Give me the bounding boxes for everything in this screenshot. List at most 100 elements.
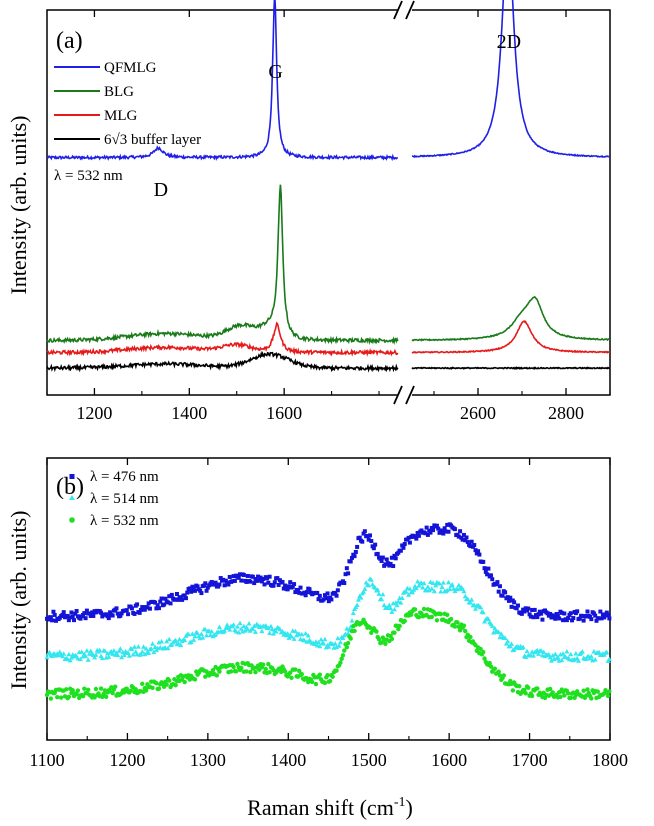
data-point [345, 640, 351, 646]
x-tick-label: 2600 [460, 403, 496, 423]
data-point [154, 680, 159, 686]
data-point [173, 682, 178, 688]
data-point [133, 687, 138, 692]
data-point [358, 595, 364, 600]
data-point [165, 600, 170, 605]
data-point [552, 651, 558, 657]
data-point [557, 616, 562, 621]
data-point [272, 580, 277, 585]
data-point [408, 612, 414, 617]
data-point [579, 649, 585, 654]
data-point [437, 530, 442, 535]
data-point [503, 641, 509, 646]
data-point [285, 631, 291, 636]
data-point [66, 618, 71, 623]
data-point [368, 577, 374, 582]
data-point [581, 618, 586, 623]
data-point [288, 670, 293, 675]
data-point [238, 572, 243, 577]
data-point [266, 580, 271, 585]
data-point [155, 603, 160, 608]
data-point [292, 628, 298, 634]
data-point [254, 578, 259, 583]
data-point [292, 582, 297, 587]
data-point [515, 603, 520, 608]
data-point [538, 648, 544, 653]
data-point [598, 609, 603, 614]
data-point [411, 587, 417, 592]
data-point [332, 641, 338, 646]
data-point [445, 522, 450, 527]
data-point [203, 674, 208, 679]
peak-label-2d: 2D [497, 31, 521, 53]
data-point [216, 584, 221, 589]
data-point [289, 675, 294, 680]
data-point [393, 556, 398, 561]
data-point [58, 695, 64, 700]
data-point [260, 662, 266, 667]
legend-label: QFMLG [104, 60, 157, 76]
x-tick-label: 1700 [512, 750, 548, 770]
data-point [313, 681, 319, 687]
data-point [156, 686, 162, 691]
data-point [70, 614, 75, 619]
data-point [106, 654, 112, 659]
data-point [326, 599, 331, 604]
data-point [114, 606, 119, 611]
data-point [61, 610, 66, 615]
data-point [118, 613, 123, 618]
data-point [355, 544, 360, 549]
data-point [325, 591, 330, 596]
legend-label: λ = 514 nm [90, 491, 159, 507]
data-point [592, 656, 598, 662]
data-point [234, 624, 240, 629]
data-point [337, 639, 343, 645]
data-point [564, 648, 570, 654]
data-point [266, 661, 271, 667]
x-tick-label: 1200 [109, 750, 145, 770]
panel-a-peak-labels: D G 2D [154, 31, 521, 201]
data-point [216, 624, 222, 630]
data-point [88, 648, 94, 654]
data-point [115, 652, 121, 658]
data-point [547, 686, 553, 692]
data-point [302, 590, 307, 595]
data-point [588, 653, 594, 659]
data-point [180, 597, 185, 602]
data-point [298, 585, 303, 590]
data-point [129, 606, 134, 611]
data-point [563, 654, 569, 659]
data-point [429, 525, 434, 530]
series-514nm [44, 576, 612, 663]
data-point [349, 555, 354, 560]
data-point [419, 528, 424, 533]
data-point [379, 596, 385, 602]
data-point [343, 572, 348, 577]
data-point [412, 607, 418, 612]
data-point [330, 674, 335, 679]
data-point [467, 600, 473, 605]
data-point [236, 575, 241, 580]
data-point [72, 618, 77, 623]
data-point [44, 654, 50, 660]
data-point [502, 635, 508, 640]
data-point [246, 620, 252, 626]
data-point [362, 529, 367, 534]
data-point [591, 611, 596, 616]
data-point [414, 536, 419, 541]
legend-marker [69, 495, 75, 500]
data-point [605, 693, 611, 699]
data-point [90, 610, 95, 615]
data-point [607, 689, 612, 694]
data-point [65, 614, 70, 619]
data-point [452, 527, 457, 532]
data-point [99, 655, 105, 661]
data-point [480, 609, 486, 615]
data-point [413, 585, 419, 591]
data-point [209, 628, 215, 634]
data-point [195, 584, 200, 589]
data-point [91, 613, 96, 618]
data-point [327, 678, 333, 684]
data-point [375, 587, 381, 592]
data-point [434, 618, 440, 623]
